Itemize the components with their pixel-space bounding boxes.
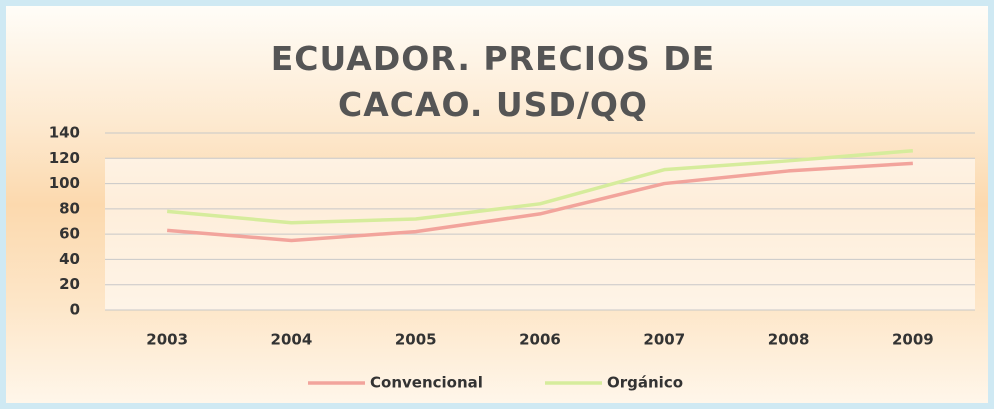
chart: 0 20 40 60 80 100 120 140 2003 2004 2005 2006 2007 20… [49,124,975,392]
legend-label: Convencional [370,374,483,392]
x-tick-label: 2009 [892,331,934,349]
legend-label: Orgánico [607,374,683,392]
x-tick-label: 2005 [395,331,437,349]
x-tick-label: 2006 [519,331,561,349]
series-line [167,161,913,243]
y-tick-label: 120 [49,149,80,167]
x-tick-label: 2007 [643,331,685,349]
y-tick-label: 100 [49,174,80,192]
x-tick-label: 2008 [768,331,810,349]
y-tick-label: 80 [59,199,80,217]
y-tick-label: 140 [49,124,80,142]
y-tick-label: 0 [70,301,80,319]
chart-title: ECUADOR. PRECIOS DE CACAO. USD/QQ [270,39,716,124]
y-tick-label: 40 [59,250,80,268]
x-tick-label: 2003 [146,331,188,349]
y-tick-label: 20 [59,275,80,293]
series-line [166,148,913,225]
x-tick-label: 2004 [271,331,313,349]
y-tick-label: 60 [59,225,80,243]
